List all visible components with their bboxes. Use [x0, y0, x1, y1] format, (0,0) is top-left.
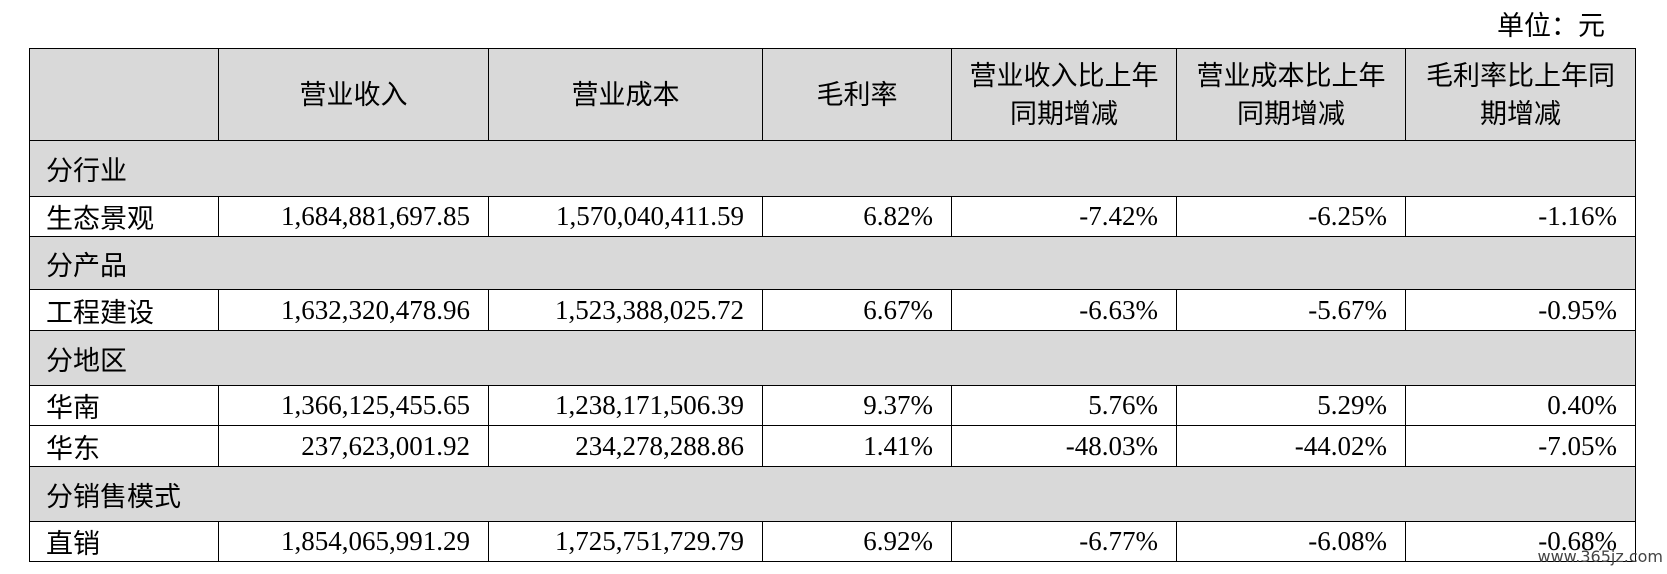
cell: 1,854,065,991.29 [218, 521, 489, 562]
section-row: 分产品 [29, 236, 1636, 290]
cell: 1,523,388,025.72 [488, 289, 763, 331]
header-cell: 营业收入比上年同期增减 [951, 48, 1177, 141]
header-cell: 营业收入 [218, 48, 489, 141]
cell: -7.42% [951, 196, 1177, 237]
watermark: www.365jz.com [1537, 547, 1663, 566]
cell: 1.41% [762, 425, 952, 467]
cell: 1,570,040,411.59 [488, 196, 763, 237]
cell: 6.67% [762, 289, 952, 331]
data-row: 工程建设 1,632,320,478.96 1,523,388,025.72 6.67… [29, 289, 1636, 331]
cell: -6.08% [1176, 521, 1406, 562]
data-row: 直销 1,854,065,991.29 1,725,751,729.79 6.92% -… [29, 521, 1636, 562]
cell: 1,632,320,478.96 [218, 289, 489, 331]
cell: 234,278,288.86 [488, 425, 763, 467]
section-cell: 分地区 [29, 330, 1636, 386]
cell: 华东 [29, 425, 219, 467]
section-row: 分销售模式 [29, 466, 1636, 522]
cell: -6.63% [951, 289, 1177, 331]
cell: 1,238,171,506.39 [488, 385, 763, 426]
cell: 237,623,001.92 [218, 425, 489, 467]
section-cell: 分销售模式 [29, 466, 1636, 522]
cell: 华南 [29, 385, 219, 426]
section-cell: 分行业 [29, 140, 1636, 197]
table: 营业收入 营业成本 毛利率 营业收入比上年同期增减 营业成本比上年同期增减 毛利率比上年同… [29, 48, 1636, 562]
cell: 0.40% [1405, 385, 1636, 426]
cell: 1,684,881,697.85 [218, 196, 489, 237]
section-row: 分地区 [29, 330, 1636, 386]
cell: 6.92% [762, 521, 952, 562]
cell: -1.16% [1405, 196, 1636, 237]
header-cell: 毛利率比上年同期增减 [1405, 48, 1636, 141]
header-cell: 营业成本比上年同期增减 [1176, 48, 1406, 141]
data-row: 华南 1,366,125,455.65 1,238,171,506.39 9.37% 5… [29, 385, 1636, 426]
cell: 5.29% [1176, 385, 1406, 426]
cell: -0.95% [1405, 289, 1636, 331]
cell: 生态景观 [29, 196, 219, 237]
section-row: 分行业 [29, 140, 1636, 197]
cell: 工程建设 [29, 289, 219, 331]
cell: 6.82% [762, 196, 952, 237]
data-row: 生态景观 1,684,881,697.85 1,570,040,411.59 6.82… [29, 196, 1636, 237]
cell: -48.03% [951, 425, 1177, 467]
cell: -6.77% [951, 521, 1177, 562]
cell: -7.05% [1405, 425, 1636, 467]
cell: 1,725,751,729.79 [488, 521, 763, 562]
header-cell: 毛利率 [762, 48, 952, 141]
cell: -5.67% [1176, 289, 1406, 331]
unit-label: 单位：元 [1497, 11, 1605, 41]
header-cell [29, 48, 219, 141]
section-cell: 分产品 [29, 236, 1636, 290]
cell: -0.68% [1405, 521, 1636, 562]
cell: 1,366,125,455.65 [218, 385, 489, 426]
data-row: 华东 237,623,001.92 234,278,288.86 1.41% -48.0… [29, 425, 1636, 467]
header-cell: 营业成本 [488, 48, 763, 141]
cell: 9.37% [762, 385, 952, 426]
cell: -6.25% [1176, 196, 1406, 237]
cell: 5.76% [951, 385, 1177, 426]
cell: -44.02% [1176, 425, 1406, 467]
cell: 直销 [29, 521, 219, 562]
header-row: 营业收入 营业成本 毛利率 营业收入比上年同期增减 营业成本比上年同期增减 毛利率比上年同… [29, 48, 1636, 141]
